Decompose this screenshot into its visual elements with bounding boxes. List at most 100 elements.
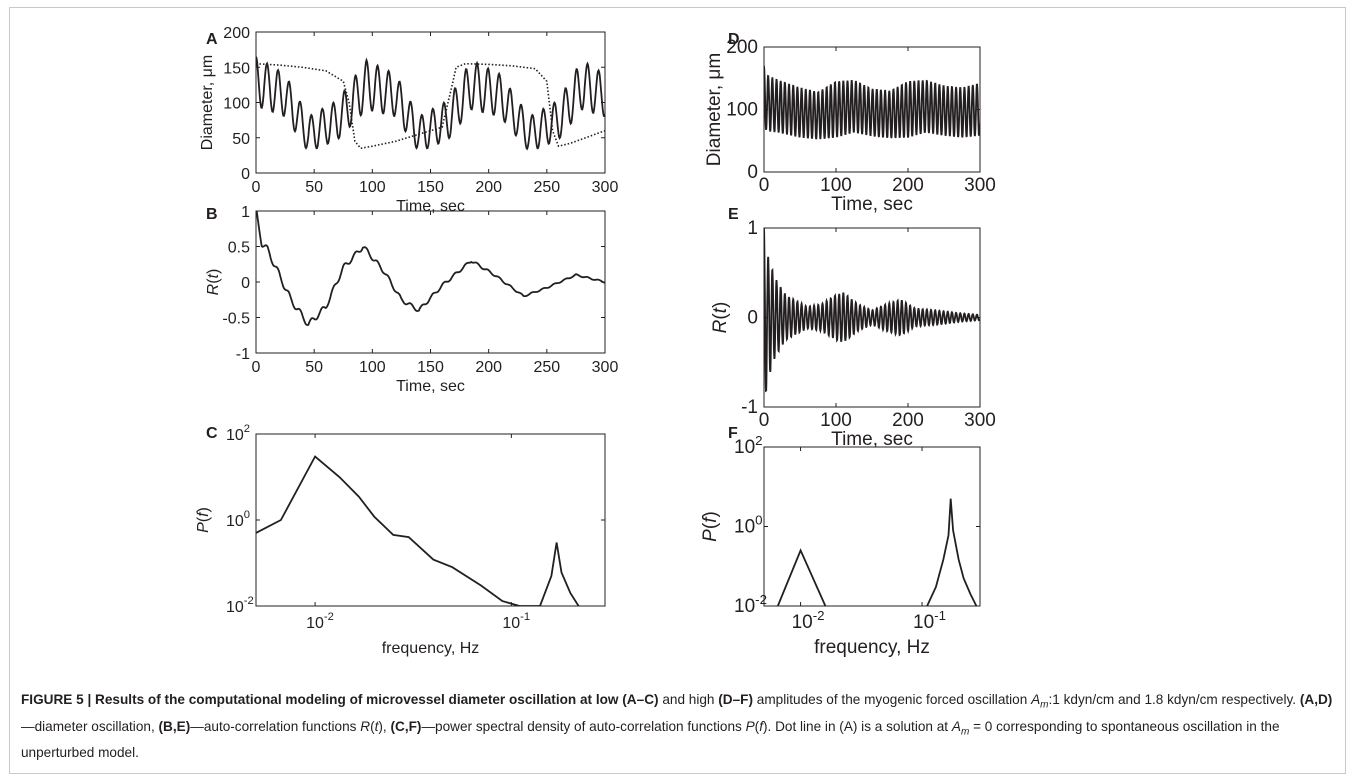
- caption-text: —auto-correlation functions: [190, 718, 361, 734]
- y-tick-label: 10-2: [226, 595, 254, 616]
- caption-title: FIGURE 5 | Results of the computational …: [21, 692, 659, 707]
- figure-frame: [9, 7, 1346, 774]
- series-line-1: [776, 548, 827, 606]
- series-line-1: [256, 211, 605, 326]
- y-tick-label: -1: [741, 397, 758, 418]
- axes-box: [255, 210, 606, 354]
- x-tick-label: 0: [252, 179, 261, 196]
- y-tick-label: 0: [241, 166, 250, 183]
- caption-var: f: [759, 718, 763, 734]
- caption-text: (: [754, 718, 760, 734]
- y-tick-label: 10-2: [734, 592, 767, 617]
- x-axis-label: Time, sec: [831, 194, 913, 215]
- y-tick-label: 100: [223, 96, 250, 113]
- y-tick-label: -1: [236, 346, 250, 363]
- y-tick-label: 0: [747, 162, 758, 183]
- x-axis-label: Time, sec: [831, 429, 913, 450]
- y-tick-label: 200: [223, 25, 250, 42]
- x-tick-label: 300: [964, 175, 996, 196]
- series-line-2: [926, 498, 978, 606]
- panel-label: F: [728, 425, 738, 442]
- x-axis-label: frequency, Hz: [814, 637, 930, 658]
- y-axis-label: Diameter, μm: [704, 53, 725, 166]
- caption-text: ),: [378, 718, 391, 734]
- x-tick-label: 200: [892, 175, 924, 196]
- x-tick-label: 300: [592, 359, 619, 376]
- y-tick-label: 100: [734, 513, 763, 538]
- caption-var: P: [745, 718, 755, 734]
- y-axis-label: R(t): [205, 269, 222, 296]
- x-tick-label: 300: [592, 179, 619, 196]
- panel-c: C 10-2 10-1 10-2 100 102 frequency, Hz P(f): [195, 423, 606, 657]
- y-tick-label: 102: [226, 423, 250, 444]
- x-tick-label: 10-1: [502, 611, 530, 632]
- series-line-1: [256, 56, 605, 151]
- x-tick-label: 0: [759, 410, 770, 431]
- x-tick-label: 0: [759, 175, 770, 196]
- y-axis-label: P(f): [195, 507, 212, 533]
- x-tick-label: 100: [820, 175, 852, 196]
- caption-ref: (C,F): [390, 718, 422, 734]
- x-tick-label: 250: [533, 359, 560, 376]
- x-tick-label: 50: [305, 179, 323, 196]
- x-tick-label: 100: [359, 359, 386, 376]
- y-tick-label: 0: [241, 275, 250, 292]
- x-tick-label: 10-2: [792, 608, 825, 633]
- caption-text: —diameter oscillation,: [21, 718, 159, 734]
- y-tick-label: 102: [734, 433, 763, 458]
- caption-var-sub: m: [1040, 699, 1049, 711]
- caption-text: (: [370, 718, 375, 734]
- y-axis-label: P(f): [700, 511, 721, 542]
- x-axis-label: Time, sec: [396, 378, 465, 395]
- panel-f: F 10-2 10-1 10-2 100 102 frequency, Hz P(f): [700, 425, 981, 658]
- caption-var: A: [1031, 692, 1041, 707]
- caption-ref: (A,D): [1299, 692, 1333, 707]
- y-tick-label: 1: [747, 218, 758, 239]
- x-tick-label: 10-2: [306, 611, 334, 632]
- series-line-1: [256, 455, 580, 606]
- x-axis-label: frequency, Hz: [382, 640, 480, 657]
- y-axis-label: Diameter, μm: [199, 55, 216, 150]
- caption-var: R: [360, 718, 371, 734]
- axes-box: [763, 446, 981, 607]
- caption-var-sub: m: [960, 726, 970, 738]
- x-tick-label: 200: [475, 179, 502, 196]
- caption-text: = 0 corresponding to spontaneous oscilla…: [21, 718, 1280, 761]
- panel-label: E: [728, 206, 739, 223]
- x-tick-label: 150: [417, 179, 444, 196]
- panel-b: B 0 50 100 150 200 250 300 -1 -0.5 0 0.5 1 Time, sec R…: [205, 204, 618, 395]
- y-tick-label: 1: [241, 204, 250, 221]
- y-tick-label: 0: [747, 308, 758, 329]
- caption-text: ). Dot line in (A) is a solution at: [762, 718, 952, 734]
- x-tick-label: 100: [359, 179, 386, 196]
- panel-label: B: [206, 206, 218, 223]
- caption-ref: (B,E): [158, 718, 191, 734]
- caption-text: :1 kdyn/cm and 1.8 kdyn/cm respectively.: [1048, 692, 1300, 707]
- series-line-1: [764, 65, 980, 140]
- x-tick-label: 10-1: [913, 608, 946, 633]
- caption-text: —power spectral density of auto-correlat…: [421, 718, 746, 734]
- x-tick-label: 200: [475, 359, 502, 376]
- x-tick-label: 50: [305, 359, 323, 376]
- x-tick-label: 100: [820, 410, 852, 431]
- caption-text: and high: [658, 692, 719, 707]
- y-axis-label: R(t): [710, 302, 731, 334]
- y-tick-label: 50: [232, 131, 250, 148]
- x-tick-label: 300: [964, 410, 996, 431]
- panel-label: D: [728, 31, 740, 48]
- y-tick-label: -0.5: [222, 311, 250, 328]
- panel-label: A: [206, 31, 218, 48]
- caption-text: amplitudes of the myogenic forced oscill…: [753, 692, 1032, 707]
- figure-caption: FIGURE 5 | Results of the computational …: [21, 689, 1339, 763]
- y-tick-label: 150: [223, 60, 250, 77]
- x-tick-label: 150: [417, 359, 444, 376]
- series-line-2: [256, 62, 605, 150]
- y-tick-label: 100: [726, 100, 758, 121]
- x-tick-label: 200: [892, 410, 924, 431]
- y-tick-label: 0.5: [228, 240, 250, 257]
- x-tick-label: 0: [252, 359, 261, 376]
- axes-box: [255, 31, 606, 174]
- caption-var: A: [951, 718, 961, 734]
